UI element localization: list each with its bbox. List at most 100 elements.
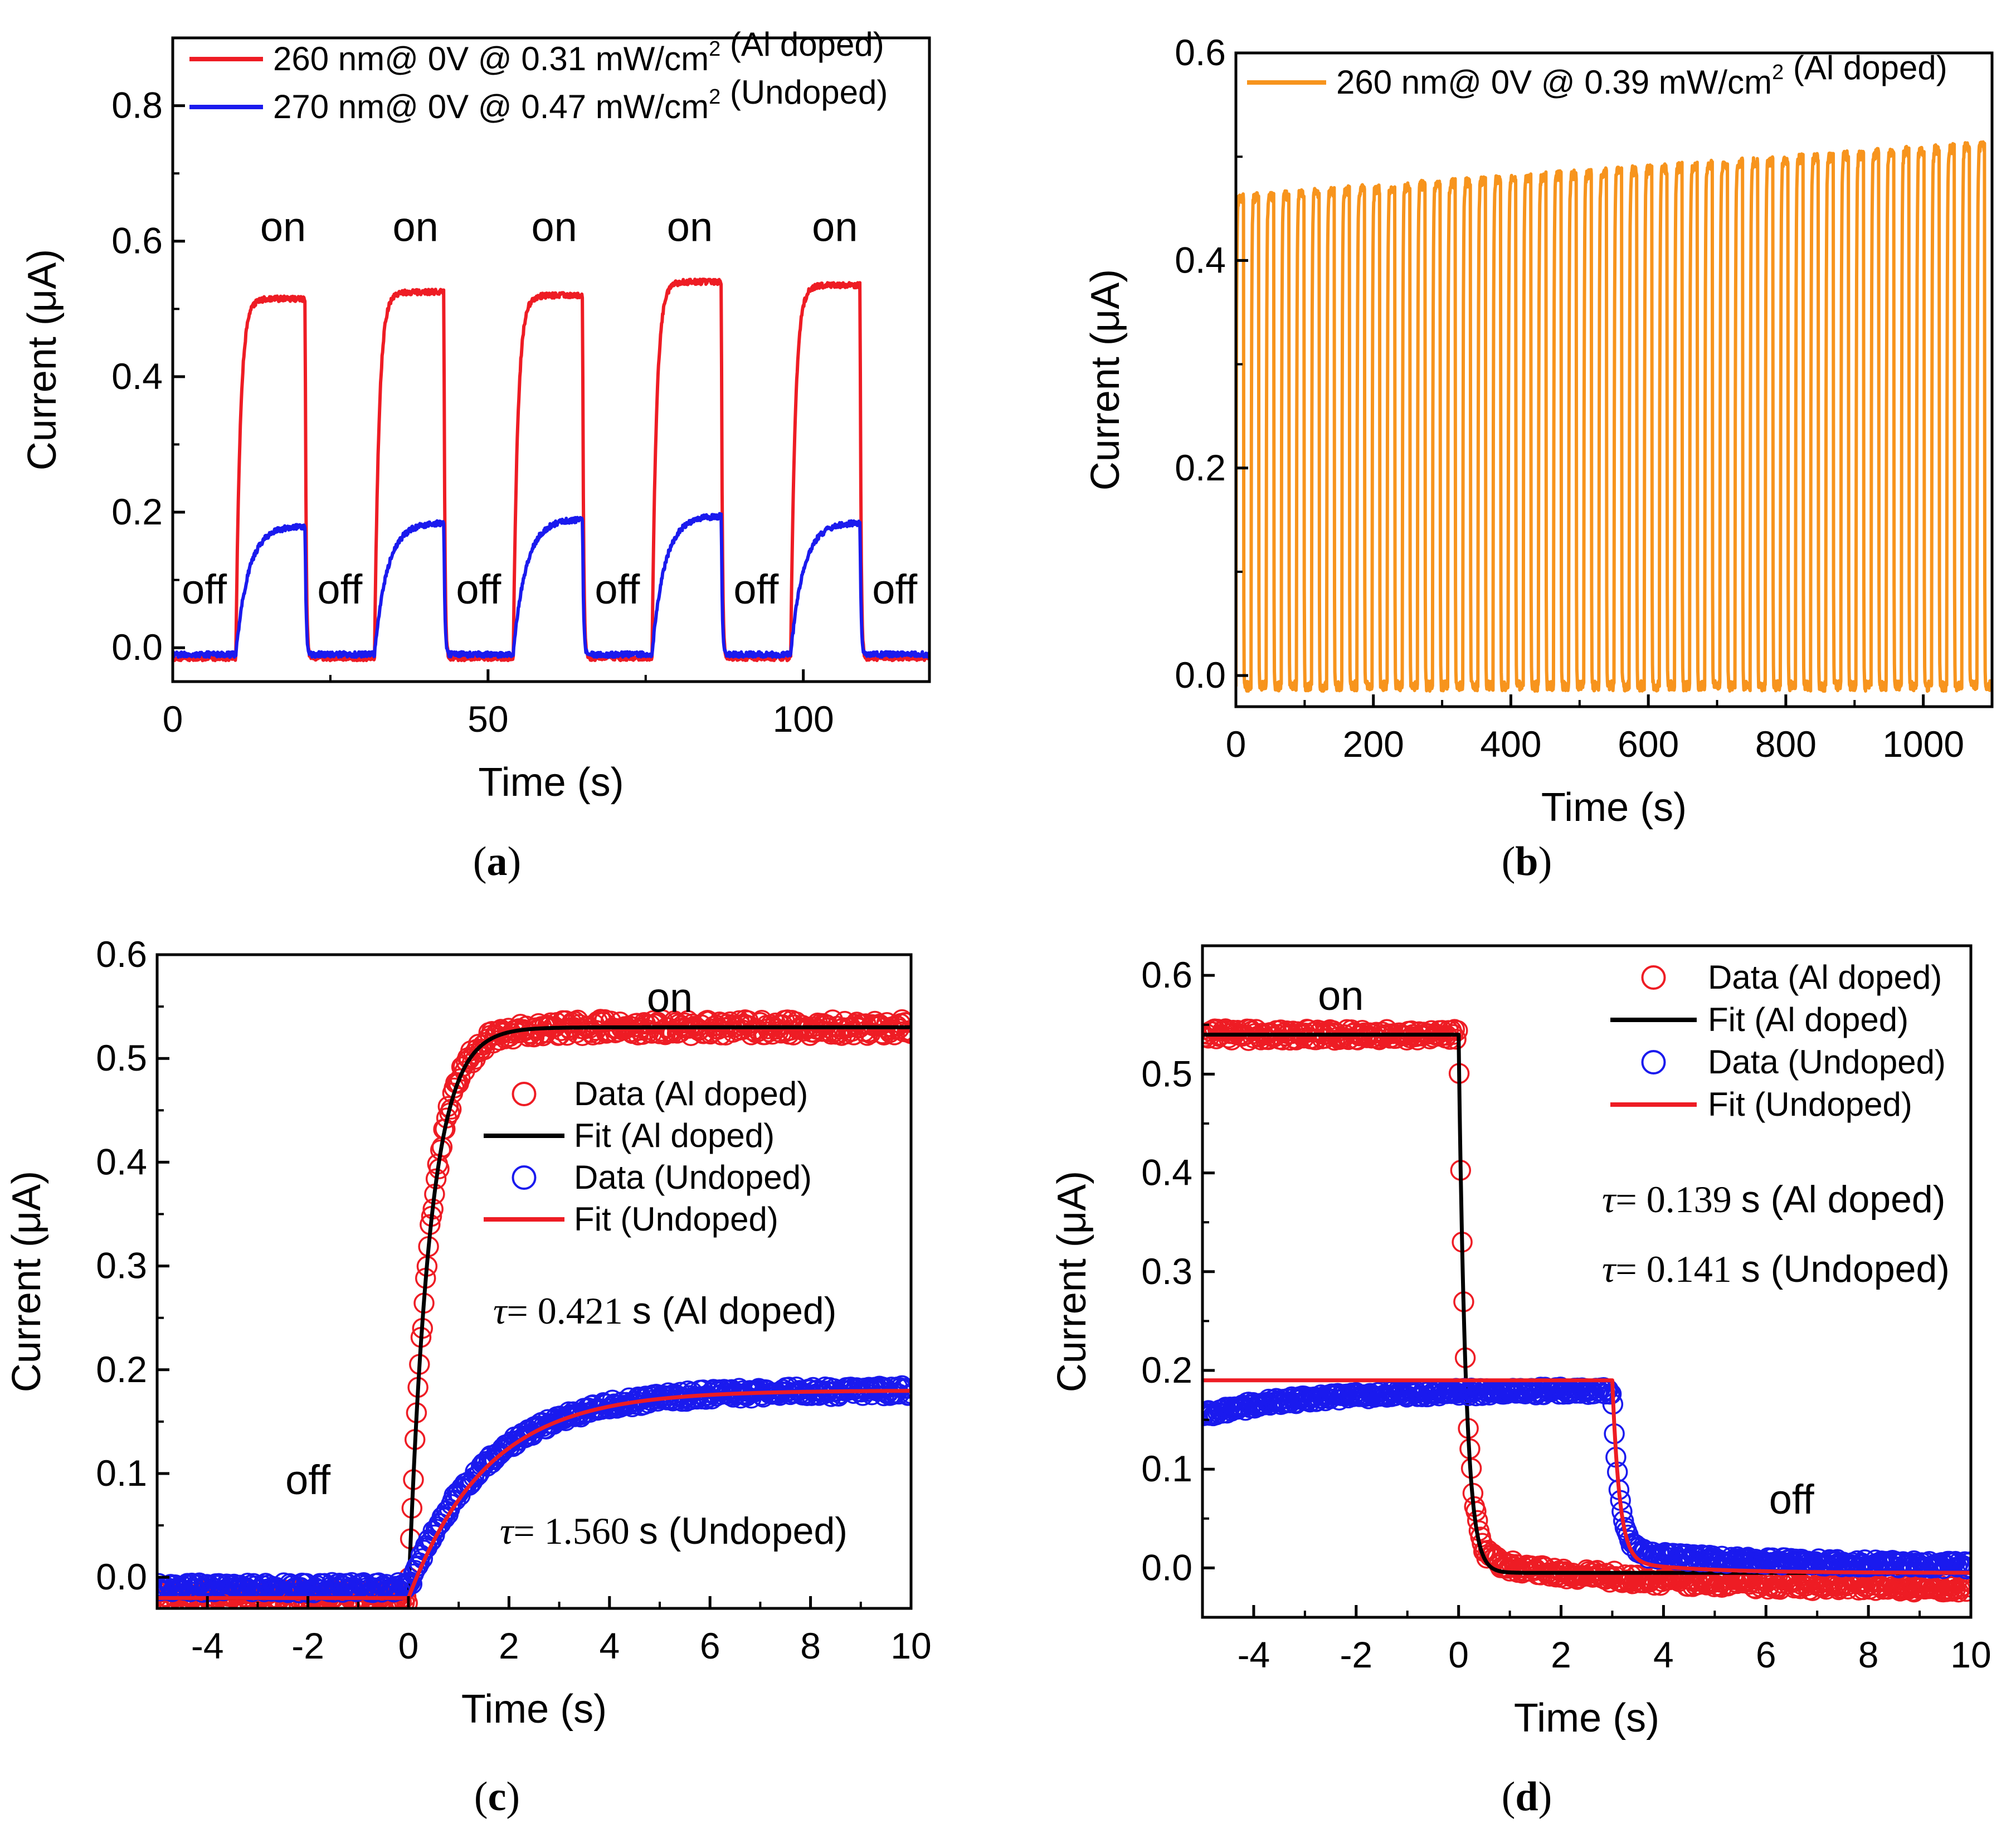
annotation-label: on (647, 974, 693, 1020)
tau-label: τ= 0.421 s (Al doped) (493, 1290, 836, 1332)
legend-label: Fit (Al doped) (1708, 1001, 1908, 1038)
x-tick-label: -4 (1238, 1634, 1270, 1675)
legend-label: Fit (Al doped) (574, 1117, 775, 1154)
x-tick-label: 400 (1480, 723, 1541, 765)
legend-label: 270 nm@ 0V @ 0.47 mW/cm2 (Undoped) (273, 74, 888, 125)
series-line-b-0 (1236, 140, 1992, 693)
annotation-label: off (285, 1457, 330, 1503)
legend-label: 260 nm@ 0V @ 0.31 mW/cm2 (Al doped) (273, 26, 884, 77)
y-axis-title: Current (μA) (1083, 269, 1128, 491)
x-axis-title: Time (s) (461, 1687, 607, 1732)
panel-a: 0 50 100 0.0 0.2 0.4 0.6 0.8 Time (s) Current (μA… (20, 26, 931, 884)
x-tick-label: 1000 (1882, 723, 1964, 765)
annotation-label: off (733, 566, 778, 612)
x-tick-label: 4 (1653, 1634, 1674, 1675)
plot-area-c (157, 1009, 911, 1608)
x-tick-label: 100 (773, 698, 834, 740)
series-line-a-1 (173, 512, 929, 659)
legend-c: Data (Al doped) Fit (Al doped) Data (Undop… (484, 1075, 812, 1238)
y-tick-label: 0.2 (1175, 447, 1226, 488)
legend-marker (512, 1082, 537, 1106)
plot-frame-b (1234, 51, 1994, 708)
annotation-label: off (595, 566, 640, 612)
x-axis-title: Time (s) (1514, 1696, 1659, 1740)
data-point (1535, 1377, 1556, 1398)
y-tick-label: 0.8 (111, 85, 163, 126)
x-tick-label: 2 (1551, 1634, 1571, 1675)
legend-a: 260 nm@ 0V @ 0.31 mW/cm2 (Al doped)270 n… (189, 26, 888, 125)
legend-label: Fit (Undoped) (1708, 1086, 1912, 1123)
panel-caption: (b) (1502, 839, 1552, 884)
annotation-label: off (317, 566, 362, 612)
y-tick-label: 0.0 (111, 626, 163, 668)
tau-label: τ= 0.141 s (Undoped) (1602, 1248, 1950, 1290)
annotation-label: on (1318, 973, 1364, 1019)
legend-label: Data (Al doped) (1708, 959, 1942, 996)
y-tick-label: 0.6 (1141, 954, 1192, 995)
y-axis-title: Current (μA) (4, 1171, 49, 1393)
y-tick-label: 0.5 (96, 1037, 147, 1078)
y-tick-label: 0.0 (1141, 1547, 1192, 1588)
y-tick-label: 0.0 (1175, 654, 1226, 696)
data-point (1955, 1581, 1971, 1602)
x-tick-label: 800 (1755, 723, 1817, 765)
annotation-label: on (260, 204, 306, 250)
y-tick-label: 0.1 (96, 1452, 147, 1494)
legend-label: 260 nm@ 0V @ 0.39 mW/cm2 (Al doped) (1336, 49, 1947, 101)
x-tick-label: 0 (163, 698, 183, 740)
annotation-label: off (456, 566, 501, 612)
data-point (899, 1384, 911, 1406)
annotation-label: off (182, 566, 227, 612)
plot-area-b (1236, 140, 1992, 693)
x-tick-label: 10 (1950, 1634, 1991, 1675)
y-tick-label: 0.6 (1175, 32, 1226, 73)
y-tick-label: 0.2 (1141, 1349, 1192, 1390)
y-tick-label: 0.4 (1141, 1152, 1192, 1193)
x-tick-label: 6 (1756, 1634, 1776, 1675)
legend-label: Fit (Undoped) (574, 1200, 778, 1238)
tau-label: τ= 1.560 s (Undoped) (500, 1510, 848, 1552)
y-tick-label: 0.3 (96, 1245, 147, 1286)
panel-caption: (c) (474, 1774, 520, 1820)
data-point (896, 1378, 911, 1399)
markers-c-2 (157, 1375, 911, 1603)
panel-caption: (d) (1502, 1774, 1552, 1820)
legend-d: Data (Al doped) Fit (Al doped) Data (Undop… (1610, 959, 1946, 1123)
y-tick-label: 0.4 (96, 1141, 147, 1182)
y-axis-title: Current (μA) (1050, 1171, 1094, 1393)
x-tick-label: -2 (291, 1625, 324, 1666)
legend-marker (1641, 1050, 1666, 1074)
fit-line-d-3 (1202, 1378, 1971, 1575)
data-point (1960, 1551, 1971, 1573)
y-tick-label: 0.0 (96, 1556, 147, 1597)
markers-d-2 (1202, 1377, 1971, 1579)
plot-frame-a (171, 36, 931, 683)
x-tick-label: 10 (890, 1625, 931, 1666)
data-point (1476, 1548, 1497, 1569)
plot-frame-d (1201, 944, 1973, 1619)
panel-caption: (a) (473, 839, 521, 884)
legend-label: Data (Al doped) (574, 1075, 808, 1112)
x-tick-label: 0 (1226, 723, 1246, 765)
y-tick-label: 0.4 (111, 356, 163, 397)
data-point (1959, 1557, 1971, 1578)
y-tick-label: 0.5 (1141, 1053, 1192, 1094)
series-line-a-0 (173, 278, 929, 663)
x-tick-label: 8 (800, 1625, 821, 1666)
y-tick-label: 0.3 (1141, 1251, 1192, 1292)
annotation-label: on (667, 204, 713, 250)
annotation-label: off (872, 566, 917, 612)
legend-b: 260 nm@ 0V @ 0.39 mW/cm2 (Al doped) (1247, 49, 1947, 101)
plot-frame-c (155, 953, 913, 1610)
x-tick-label: 4 (599, 1625, 620, 1666)
plot-area-d (1202, 1018, 1971, 1603)
x-tick-label: 8 (1858, 1634, 1879, 1675)
y-axis-title: Current (μA) (20, 249, 65, 471)
y-tick-label: 0.2 (96, 1349, 147, 1390)
y-tick-label: 0.1 (1141, 1448, 1192, 1489)
x-axis-title: Time (s) (478, 760, 624, 805)
y-tick-label: 0.2 (111, 491, 163, 532)
x-tick-label: 0 (398, 1625, 419, 1666)
legend-label: Data (Undoped) (1708, 1043, 1946, 1081)
